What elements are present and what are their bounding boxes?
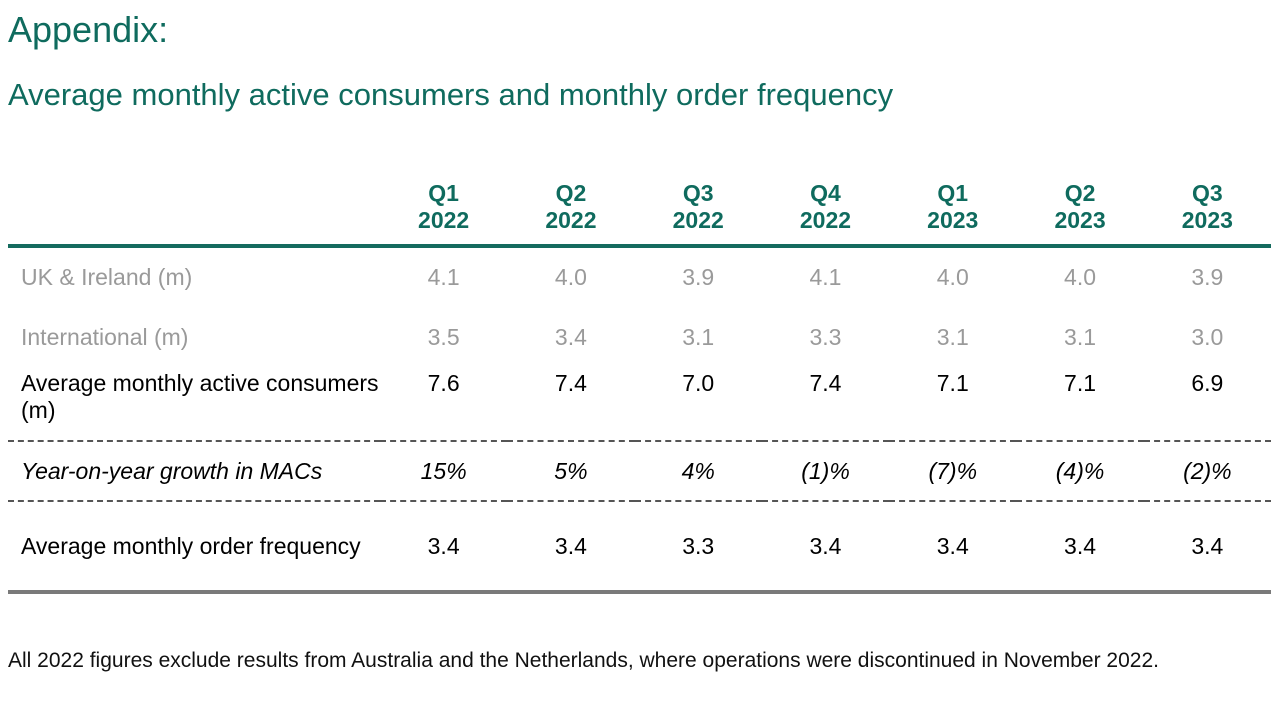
row-order-frequency: Average monthly order frequency 3.4 3.4 … <box>8 501 1271 592</box>
table-cell: 4.1 <box>762 246 889 322</box>
table-cell: 7.6 <box>380 370 507 441</box>
table-cell: 3.4 <box>889 501 1016 592</box>
column-header: Q2 2022 <box>507 176 634 246</box>
header-label-cell <box>8 176 380 246</box>
table-header-row: Q1 2022 Q2 2022 Q3 2022 Q4 2022 Q1 2023 Q2 202… <box>8 176 1271 246</box>
row-uk-ireland: UK & Ireland (m) 4.1 4.0 3.9 4.1 4.0 4.0… <box>8 246 1271 322</box>
table-cell: 3.4 <box>762 501 889 592</box>
table-cell: 4% <box>635 441 762 501</box>
column-header: Q2 2023 <box>1016 176 1143 246</box>
table-cell: 7.1 <box>889 370 1016 441</box>
table-cell: 3.3 <box>762 322 889 370</box>
table-cell: (1)% <box>762 441 889 501</box>
metrics-table-container: Q1 2022 Q2 2022 Q3 2022 Q4 2022 Q1 2023 Q2 202… <box>8 176 1271 594</box>
table-cell: 3.0 <box>1144 322 1271 370</box>
table-cell: 7.0 <box>635 370 762 441</box>
table-cell: 3.1 <box>1016 322 1143 370</box>
table-cell: 3.4 <box>507 322 634 370</box>
table-cell: 4.0 <box>1016 246 1143 322</box>
table-cell: (7)% <box>889 441 1016 501</box>
column-header: Q1 2023 <box>889 176 1016 246</box>
table-cell: 4.1 <box>380 246 507 322</box>
metrics-table: Q1 2022 Q2 2022 Q3 2022 Q4 2022 Q1 2023 Q2 202… <box>8 176 1271 594</box>
row-yoy-growth: Year-on-year growth in MACs 15% 5% 4% (1… <box>8 441 1271 501</box>
column-header: Q4 2022 <box>762 176 889 246</box>
table-cell: 7.4 <box>507 370 634 441</box>
table-cell: 3.4 <box>1144 501 1271 592</box>
table-cell: 3.9 <box>1144 246 1271 322</box>
row-label: International (m) <box>8 322 380 370</box>
table-cell: 3.5 <box>380 322 507 370</box>
row-label: Average monthly order frequency <box>8 501 380 592</box>
column-header: Q1 2022 <box>380 176 507 246</box>
table-cell: 4.0 <box>889 246 1016 322</box>
row-label: UK & Ireland (m) <box>8 246 380 322</box>
table-cell: 4.0 <box>507 246 634 322</box>
table-cell: 3.4 <box>507 501 634 592</box>
table-cell: 3.3 <box>635 501 762 592</box>
page-subtitle: Average monthly active consumers and mon… <box>8 76 893 114</box>
table-cell: 7.1 <box>1016 370 1143 441</box>
page-title: Appendix: <box>8 8 168 52</box>
table-cell: 3.4 <box>1016 501 1143 592</box>
table-cell: (4)% <box>1016 441 1143 501</box>
row-average-mac: Average monthly active consumers (m) 7.6… <box>8 370 1271 441</box>
table-cell: (2)% <box>1144 441 1271 501</box>
table-cell: 5% <box>507 441 634 501</box>
column-header: Q3 2023 <box>1144 176 1271 246</box>
column-header: Q3 2022 <box>635 176 762 246</box>
row-international: International (m) 3.5 3.4 3.1 3.3 3.1 3.… <box>8 322 1271 370</box>
table-cell: 15% <box>380 441 507 501</box>
table-cell: 3.1 <box>889 322 1016 370</box>
table-cell: 7.4 <box>762 370 889 441</box>
table-cell: 6.9 <box>1144 370 1271 441</box>
table-cell: 3.4 <box>380 501 507 592</box>
table-cell: 3.9 <box>635 246 762 322</box>
table-cell: 3.1 <box>635 322 762 370</box>
row-label: Average monthly active consumers (m) <box>8 370 380 441</box>
footnote: All 2022 figures exclude results from Au… <box>8 646 1208 676</box>
row-label: Year-on-year growth in MACs <box>8 441 380 501</box>
